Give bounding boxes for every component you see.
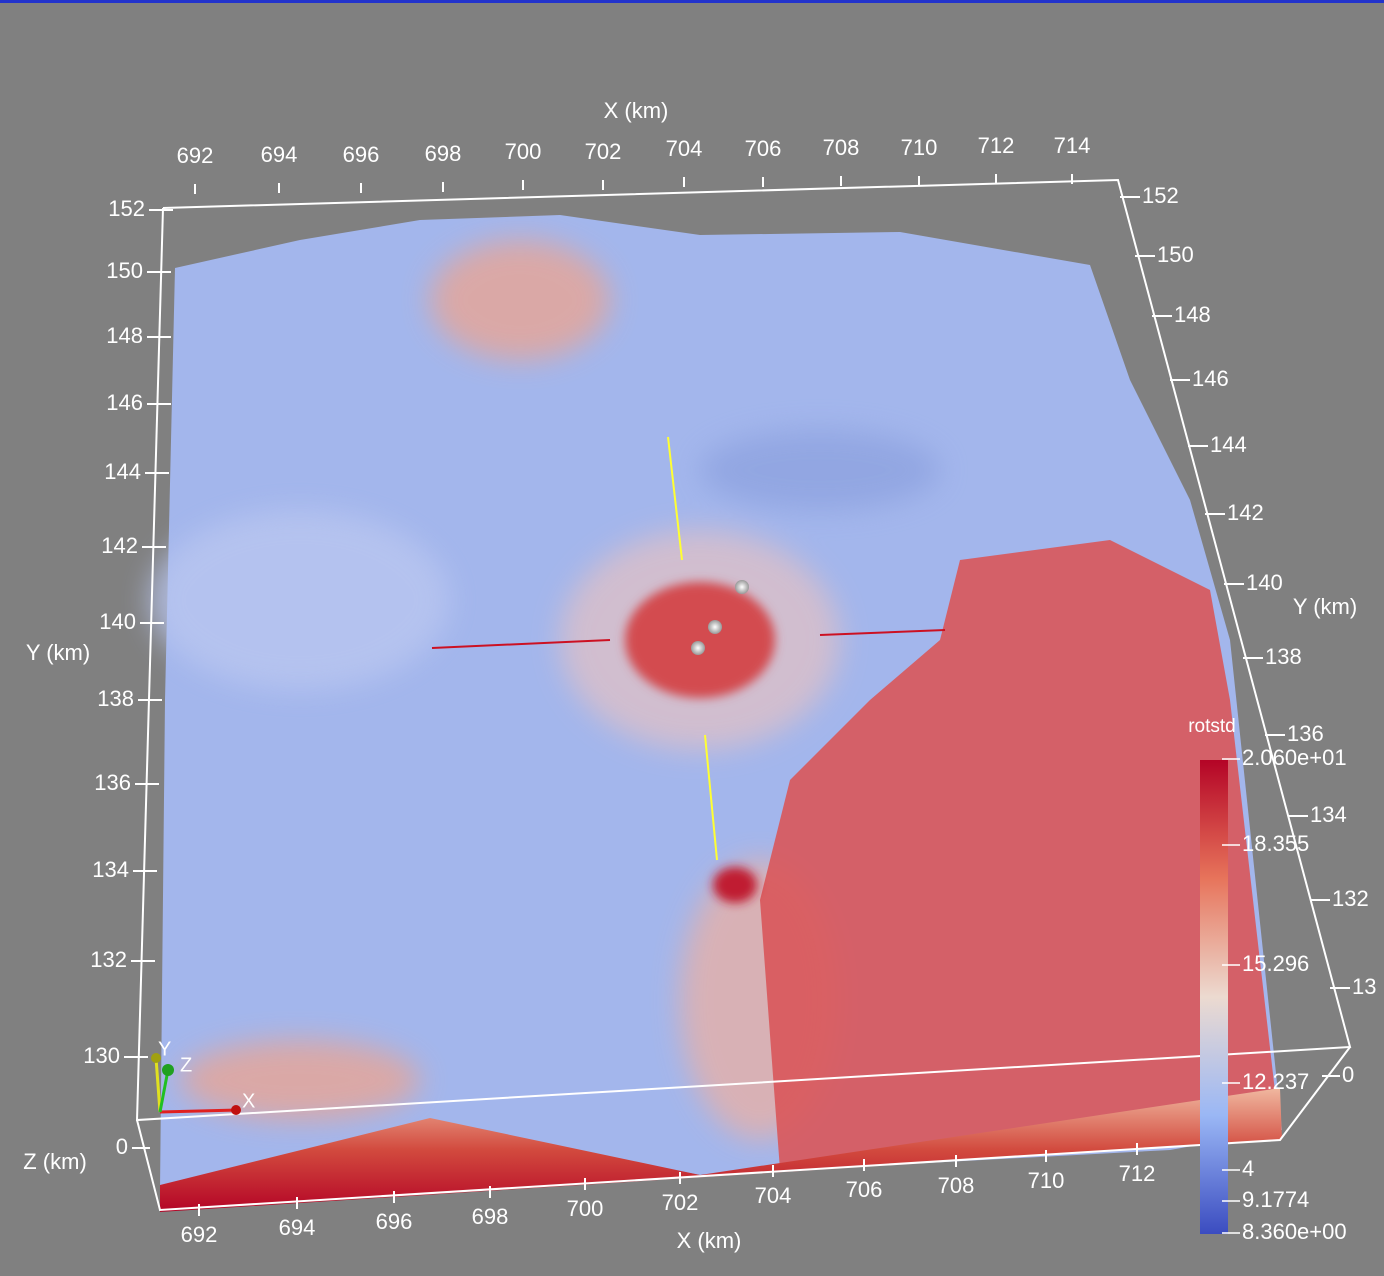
color-bar-label: 18.355 [1242, 831, 1309, 856]
tick-label: 702 [585, 139, 622, 164]
tick-label: 148 [1174, 302, 1211, 327]
volume-render [150, 215, 1282, 1212]
tick-label: 692 [177, 143, 214, 168]
tick-label: 708 [938, 1173, 975, 1198]
color-bar-label: 12.237 [1242, 1069, 1309, 1094]
tick-label: 700 [505, 139, 542, 164]
tick-label: 710 [901, 135, 938, 160]
tick-label: 704 [666, 136, 703, 161]
axis-title: Y (km) [1293, 594, 1357, 619]
axis-title: Z (km) [23, 1149, 87, 1174]
tick-label: 692 [181, 1222, 218, 1247]
tick-label: 0 [1342, 1062, 1354, 1087]
axis-title: Y (km) [26, 640, 90, 665]
tick-label: 144 [104, 459, 141, 484]
tick-label: 706 [745, 136, 782, 161]
orientation-axes [151, 1053, 241, 1115]
tick-label: 152 [108, 196, 145, 221]
tick-label: 138 [1265, 644, 1302, 669]
tick-label: 136 [94, 770, 131, 795]
tick-label: 138 [97, 686, 134, 711]
tick-label: 694 [279, 1215, 316, 1240]
tick-label: 142 [101, 533, 138, 558]
orientation-label: Z [180, 1054, 192, 1076]
tick-label: 146 [106, 390, 143, 415]
orientation-label: X [242, 1090, 255, 1112]
tick-label: 132 [90, 947, 127, 972]
color-bar [1200, 760, 1228, 1234]
tick-label: 696 [376, 1209, 413, 1234]
tick-label: 132 [1332, 886, 1369, 911]
tick-label: 698 [472, 1204, 509, 1229]
tick-label: 712 [1119, 1161, 1156, 1186]
tick-label: 698 [425, 141, 462, 166]
tick-label: 702 [662, 1190, 699, 1215]
tick-label: 150 [106, 258, 143, 283]
tick-label: 708 [823, 135, 860, 160]
tick-label: 136 [1287, 721, 1324, 746]
tick-label: 706 [846, 1177, 883, 1202]
color-bar-label: 9.1774 [1242, 1187, 1309, 1212]
window-border [0, 0, 1384, 3]
tick-label: 140 [99, 609, 136, 634]
tick-label: 694 [261, 142, 298, 167]
color-bar-label: 15.296 [1242, 951, 1309, 976]
color-bar-label: 8.360e+00 [1242, 1219, 1347, 1244]
tick-label: 144 [1210, 432, 1247, 457]
tick-label: 704 [755, 1183, 792, 1208]
tick-label: 696 [343, 142, 380, 167]
tick-label: 712 [978, 133, 1015, 158]
tick-label: 148 [106, 323, 143, 348]
tick-label: 13 [1352, 974, 1376, 999]
labels: X (km) 692 694 696 698 700 702 704 706 708 710 712 7… [23, 98, 1376, 1253]
tick-label: 700 [567, 1196, 604, 1221]
tick-label: 134 [1310, 802, 1347, 827]
axis-title: X (km) [677, 1228, 742, 1253]
orientation-label: Y [158, 1038, 171, 1060]
axis-title: X (km) [604, 98, 669, 123]
tick-label: 140 [1246, 570, 1283, 595]
tick-label: 150 [1157, 242, 1194, 267]
tick-label: 130 [83, 1043, 120, 1068]
color-bar-label: 4 [1242, 1156, 1254, 1181]
tick-label: 146 [1192, 366, 1229, 391]
color-bar-title: rotstd [1188, 716, 1236, 737]
axes-box [135, 178, 1352, 1212]
tick-label: 714 [1054, 133, 1091, 158]
tick-label: 0 [116, 1134, 128, 1159]
tick-label: 142 [1227, 500, 1264, 525]
tick-label: 134 [92, 857, 129, 882]
tick-label: 710 [1028, 1168, 1065, 1193]
color-bar-label: 2.060e+01 [1242, 745, 1347, 770]
tick-label: 152 [1142, 183, 1179, 208]
